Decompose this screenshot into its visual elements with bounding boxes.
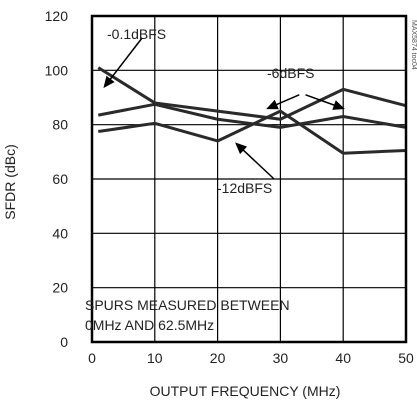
y-tick-label: 40 xyxy=(52,225,68,241)
y-axis-label: SFDR (dBc) xyxy=(2,144,18,219)
x-tick-label: 30 xyxy=(273,350,289,366)
series-line-2 xyxy=(98,109,407,155)
x-tick-labels: 0 10 20 30 40 50 xyxy=(88,350,414,366)
x-tick-label: 40 xyxy=(335,350,351,366)
leader-minus6dbfs-a-arrowhead xyxy=(332,100,345,110)
note-line-2: 0MHz AND 62.5MHz xyxy=(85,317,214,333)
label-minus12dbfs: -12dBFS xyxy=(217,180,272,196)
x-tick-label: 0 xyxy=(88,350,96,366)
series-line-1 xyxy=(97,102,407,129)
leader-minus12dbfs-arrowhead xyxy=(235,142,248,155)
y-tick-label: 20 xyxy=(52,280,68,296)
grid xyxy=(92,16,406,342)
note-line-1: SPURS MEASURED BETWEEN xyxy=(85,297,290,313)
x-axis-label: OUTPUT FREQUENCY (MHz) xyxy=(150,383,341,399)
y-tick-label: 100 xyxy=(45,62,69,78)
leader-minus0p1dbfs-line xyxy=(103,37,143,88)
y-tick-label: 80 xyxy=(52,117,68,133)
plot-frame xyxy=(90,14,408,344)
annotation-leaders xyxy=(103,37,345,180)
label-minus6dbfs: -6dBFS xyxy=(267,65,314,81)
series-line-0 xyxy=(97,66,407,121)
y-tick-label: 60 xyxy=(52,171,68,187)
label-minus0p1dbfs: -0.1dBFS xyxy=(107,26,166,42)
y-tick-label: 0 xyxy=(60,334,68,350)
x-tick-label: 10 xyxy=(147,350,163,366)
x-tick-label: 20 xyxy=(210,350,226,366)
leader-minus6dbfs-b-arrowhead xyxy=(266,99,279,110)
x-tick-label: 50 xyxy=(398,350,414,366)
series-lines xyxy=(97,66,407,155)
leader-minus0p1dbfs-arrowhead xyxy=(103,75,115,89)
y-tick-labels: 0 20 40 60 80 100 120 xyxy=(45,8,69,350)
y-tick-label: 120 xyxy=(45,8,69,24)
figure-id: MAX5874 toc04 xyxy=(410,20,417,70)
